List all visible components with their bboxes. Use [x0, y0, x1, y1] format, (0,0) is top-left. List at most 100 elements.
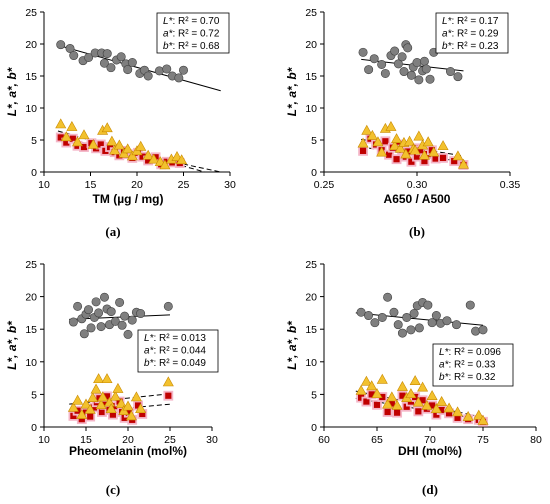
data-point-circle — [84, 305, 94, 315]
panel-label: (d) — [422, 482, 438, 497]
y-tick-label: 5 — [31, 389, 37, 401]
data-point-triangle — [452, 406, 464, 417]
data-point-triangle — [122, 143, 134, 154]
y-tick-label: 15 — [25, 324, 37, 336]
data-point-circle — [123, 65, 133, 75]
data-point-circle — [364, 65, 374, 75]
data-point-triangle — [418, 149, 430, 160]
data-point-circle — [364, 311, 374, 321]
data-point-circle — [102, 49, 112, 59]
data-point-triangle — [396, 380, 408, 391]
data-point-triangle — [394, 142, 406, 153]
data-point-circle — [99, 58, 109, 68]
y-tick-label: 10 — [25, 357, 37, 369]
legend-entry: a*: R² = 0.29 — [442, 29, 499, 40]
legend-r2-value: : R² = 0.33 — [448, 360, 495, 371]
data-point-circle — [84, 52, 94, 62]
data-point-triangle — [382, 398, 394, 409]
data-point-circle — [442, 316, 452, 326]
data-point-triangle — [355, 384, 367, 395]
data-point-triangle — [90, 383, 102, 394]
x-tick-label: 15 — [85, 179, 97, 191]
legend-entry: a*: R² = 0.72 — [163, 29, 220, 40]
chart-panel-d: 0 5 10 15 20 25 60 65 70 75 80 DHI (mol%) L*, a*, b*… — [285, 259, 542, 497]
data-point-circle — [123, 329, 133, 339]
legend-r2-value: : R² = 0.32 — [448, 372, 495, 383]
data-point-circle — [393, 320, 403, 330]
data-point-triangle — [366, 129, 378, 140]
data-point-circle — [419, 56, 429, 66]
data-point-triangle — [400, 148, 412, 159]
y-tick-label: 10 — [305, 103, 317, 115]
data-point-triangle — [376, 146, 388, 157]
legend-r2-value: : R² = 0.29 — [451, 29, 498, 40]
data-point-triangle — [71, 136, 83, 147]
data-point-circle — [127, 58, 137, 68]
data-point-circle — [414, 75, 424, 85]
data-point-square — [413, 406, 424, 417]
legend-r2-value: : R² = 0.23 — [451, 41, 498, 52]
y-axis-title: L*, a*, b* — [285, 66, 299, 116]
data-point-triangle — [125, 410, 137, 421]
legend-entry: b*: R² = 0.049 — [144, 358, 206, 369]
data-point-circle — [120, 311, 130, 321]
data-point-circle — [162, 64, 172, 74]
data-point-triangle — [473, 409, 485, 420]
data-point-triangle — [391, 133, 403, 144]
data-point-triangle — [135, 403, 147, 414]
data-point-triangle — [135, 140, 147, 151]
data-point-circle — [421, 64, 431, 74]
data-point-square — [85, 411, 96, 422]
legend-series-name: L* — [442, 16, 453, 27]
data-point-triangle — [421, 399, 433, 410]
data-point-circle — [397, 328, 407, 338]
data-point-circle — [412, 58, 422, 68]
legend-box — [435, 12, 509, 54]
y-tick-label: 5 — [311, 389, 317, 401]
data-point-circle — [116, 52, 126, 62]
data-point-circle — [406, 70, 416, 80]
x-tick-label: 0.25 — [314, 179, 335, 191]
data-point-circle — [179, 65, 189, 75]
data-point-triangle — [112, 382, 124, 393]
y-axis-title: L*, a*, b* — [285, 320, 299, 370]
data-point-triangle — [422, 136, 434, 147]
legend-r2-value: : R² = 0.096 — [448, 347, 501, 358]
data-point-square — [391, 154, 402, 165]
data-point-circle — [56, 40, 66, 50]
y-tick-label: 25 — [25, 259, 37, 271]
legend-entry: a*: R² = 0.044 — [144, 346, 206, 357]
data-point-triangle — [462, 410, 474, 421]
data-point-circle — [478, 325, 488, 335]
legend-entry: L*: R² = 0.013 — [144, 333, 206, 344]
data-point-circle — [402, 312, 412, 322]
data-point-circle — [399, 67, 409, 77]
legend-series-name: b* — [439, 372, 450, 383]
legend-r2-value: : R² = 0.68 — [172, 41, 219, 52]
x-axis-title: TM (µg / mg) — [93, 192, 164, 206]
data-point-circle — [356, 307, 366, 317]
data-point-circle — [393, 59, 403, 69]
legend-series-name: L* — [144, 333, 155, 344]
y-tick-label: 15 — [25, 71, 37, 83]
data-point-circle — [65, 43, 75, 53]
data-point-triangle — [372, 136, 384, 147]
data-point-square — [382, 407, 393, 417]
y-tick-label: 0 — [311, 422, 317, 434]
data-point-triangle — [452, 150, 464, 161]
data-point-circle — [406, 325, 416, 335]
y-tick-label: 10 — [305, 357, 317, 369]
legend-r2-value: : R² = 0.72 — [172, 29, 219, 40]
data-point-circle — [445, 67, 455, 77]
data-point-triangle — [101, 373, 113, 384]
legend-r2-value: : R² = 0.17 — [451, 16, 498, 27]
y-tick-label: 20 — [25, 292, 37, 304]
data-point-triangle — [162, 376, 174, 387]
data-point-square — [163, 390, 174, 401]
data-point-triangle — [95, 399, 107, 410]
data-point-circle — [68, 317, 78, 327]
data-point-triangle — [66, 120, 78, 131]
chart-panel-a: 0 5 10 15 20 25 10 15 20 25 30 TM (µg / mg) L*, a*, … — [5, 7, 236, 239]
y-tick-label: 25 — [305, 259, 317, 271]
data-point-circle — [136, 309, 146, 319]
